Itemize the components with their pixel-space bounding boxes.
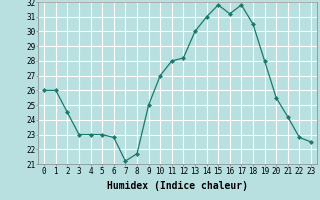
X-axis label: Humidex (Indice chaleur): Humidex (Indice chaleur) [107, 181, 248, 191]
